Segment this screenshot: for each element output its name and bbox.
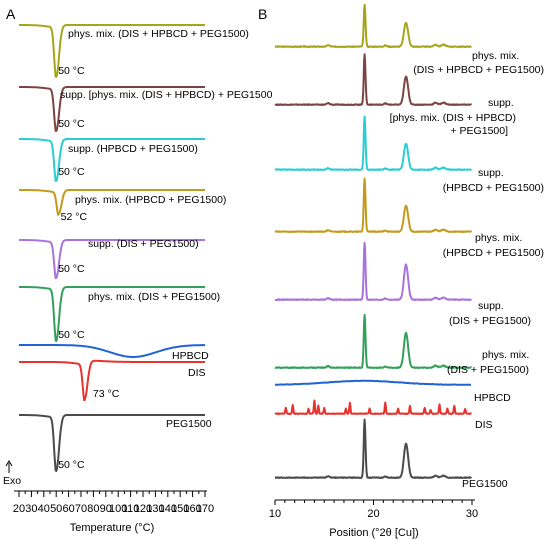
dsc-series-line-7 [18, 344, 206, 358]
dsc-series-line-2 [18, 86, 206, 132]
dsc-x-tick-label-50: 50 [50, 503, 62, 515]
dsc-series-label-2: supp. [phys. mix. (DIS + HPBCD) + PEG150… [60, 89, 273, 101]
xrd-series-label-6: phys. mix. (DIS + PEG1500) [447, 349, 529, 376]
xrd-series-label-line: (DIS + HPBCD + PEG1500) [413, 64, 544, 76]
dsc-peak-label-5: 50 °C [58, 263, 85, 275]
dsc-series-label-9: PEG1500 [166, 418, 212, 430]
dsc-x-tick-label-20: 20 [13, 503, 25, 515]
dsc-series-line-9 [18, 414, 206, 472]
xrd-series-label-line: (HPBCD + PEG1500) [443, 247, 544, 259]
dsc-series-label-8: DIS [188, 367, 206, 379]
xrd-x-tick-label-30: 30 [466, 508, 478, 520]
dsc-x-tick-label-130: 130 [146, 503, 164, 515]
xrd-series-label-2: supp. [phys. mix. (DIS + HPBCD) + PEG1500] [390, 97, 516, 137]
xrd-series-label-1: phys. mix. (DIS + HPBCD + PEG1500) [413, 50, 544, 76]
dsc-x-axis-title: Temperature (°C) [70, 522, 154, 534]
xrd-series-label-line: DIS [475, 419, 493, 431]
dsc-x-tick-label-110: 110 [122, 503, 140, 515]
xrd-series-label-line: supp. [478, 167, 504, 179]
dsc-peak-label-9: 50 °C [58, 459, 85, 471]
dsc-peak-label-6: 50 °C [58, 329, 85, 341]
xrd-series-label-line: HPBCD [474, 392, 511, 404]
dsc-series-label-5: supp. (DIS + PEG1500) [88, 238, 199, 250]
xrd-series-label-line: PEG1500 [462, 478, 508, 490]
panel-a-letter: A [6, 6, 16, 22]
dsc-x-tick-label-150: 150 [171, 503, 189, 515]
xrd-series-line-8 [274, 399, 473, 415]
dsc-x-tick-label-80: 80 [87, 503, 99, 515]
panel-b-letter: B [258, 6, 267, 22]
xrd-series-label-line: supp. [488, 97, 514, 109]
dsc-peak-label-2: 50 °C [58, 118, 85, 130]
dsc-x-tick-label-60: 60 [62, 503, 74, 515]
dsc-x-tick-label-30: 30 [25, 503, 37, 515]
xrd-series-line-7 [274, 379, 472, 386]
xrd-series-label-line: phys. mix. [472, 50, 519, 62]
dsc-series-label-7: HPBCD [172, 350, 209, 362]
dsc-series-line-3 [18, 138, 206, 182]
dsc-series-label-4: phys. mix. (HPBCD + PEG1500) [75, 194, 226, 206]
xrd-series-label-line: + PEG1500] [451, 125, 509, 137]
dsc-x-tick-label-160: 160 [183, 503, 201, 515]
dsc-series-label-1: phys. mix. (DIS + HPBCD + PEG1500) [68, 28, 249, 40]
exo-arrow-icon [5, 460, 13, 473]
xrd-x-tick-label-20: 20 [367, 508, 379, 520]
dsc-series-line-5 [18, 239, 206, 280]
xrd-series-label-line: supp. [478, 300, 504, 312]
xrd-x-axis-title: Position (°2θ [Cu]) [329, 527, 418, 539]
dsc-peak-label-1: 50 °C [58, 65, 85, 77]
exo-label: Exo [3, 475, 21, 487]
xrd-series-line-3 [274, 115, 473, 171]
panel-b-xrd-chart: phys. mix. (DIS + HPBCD + PEG1500) supp. [p… [269, 3, 544, 539]
dsc-series-line-6 [18, 286, 206, 342]
xrd-series-label-line: phys. mix. [475, 232, 522, 244]
dsc-peak-label-3: 50 °C [58, 166, 85, 178]
xrd-series-line-5 [274, 241, 473, 301]
xrd-series-line-1 [274, 3, 473, 48]
dsc-x-tick-label-100: 100 [109, 503, 127, 515]
xrd-series-label-line: [phys. mix. (DIS + HPBCD) [390, 112, 516, 124]
dsc-x-tick-label-140: 140 [159, 503, 177, 515]
xrd-series-line-2 [274, 53, 473, 106]
dsc-x-tick-label-120: 120 [134, 503, 152, 515]
dsc-series-line-1 [18, 24, 206, 78]
dsc-x-tick-label-170: 170 [196, 503, 214, 515]
xrd-series-label-line: (HPBCD + PEG1500) [443, 182, 544, 194]
dsc-x-tick-label-40: 40 [38, 503, 50, 515]
xrd-series-label-line: phys. mix. [482, 349, 529, 361]
xrd-series-label-9: PEG1500 [462, 478, 508, 490]
dsc-series-line-4 [18, 189, 206, 216]
dsc-series-label-6: phys. mix. (DIS + PEG1500) [88, 291, 220, 303]
xrd-series-label-7: HPBCD [474, 392, 511, 404]
xrd-series-label-line: (DIS + PEG1500) [447, 364, 529, 376]
dsc-series-label-3: supp. (HPBCD + PEG1500) [68, 143, 198, 155]
xrd-series-label-4: phys. mix. (HPBCD + PEG1500) [443, 232, 544, 259]
panel-a-dsc-chart: phys. mix. (DIS + HPBCD + PEG1500) 50 °C s… [3, 24, 273, 534]
dsc-x-tick-label-90: 90 [100, 503, 112, 515]
xrd-series-label-8: DIS [475, 419, 493, 431]
xrd-series-label-line: (DIS + PEG1500) [449, 315, 531, 327]
xrd-series-label-3: supp. (HPBCD + PEG1500) [443, 167, 544, 194]
xrd-x-tick-label-10: 10 [269, 508, 281, 520]
xrd-series-line-4 [274, 177, 473, 233]
dsc-peak-label-4: 52 °C [61, 211, 88, 223]
dsc-series-line-8 [18, 359, 206, 402]
xrd-series-line-9 [274, 418, 473, 479]
dsc-x-tick-label-70: 70 [75, 503, 87, 515]
dsc-peak-label-8: 73 °C [93, 388, 120, 400]
xrd-series-label-5: supp. (DIS + PEG1500) [449, 300, 531, 327]
xrd-series-line-6 [274, 313, 473, 369]
